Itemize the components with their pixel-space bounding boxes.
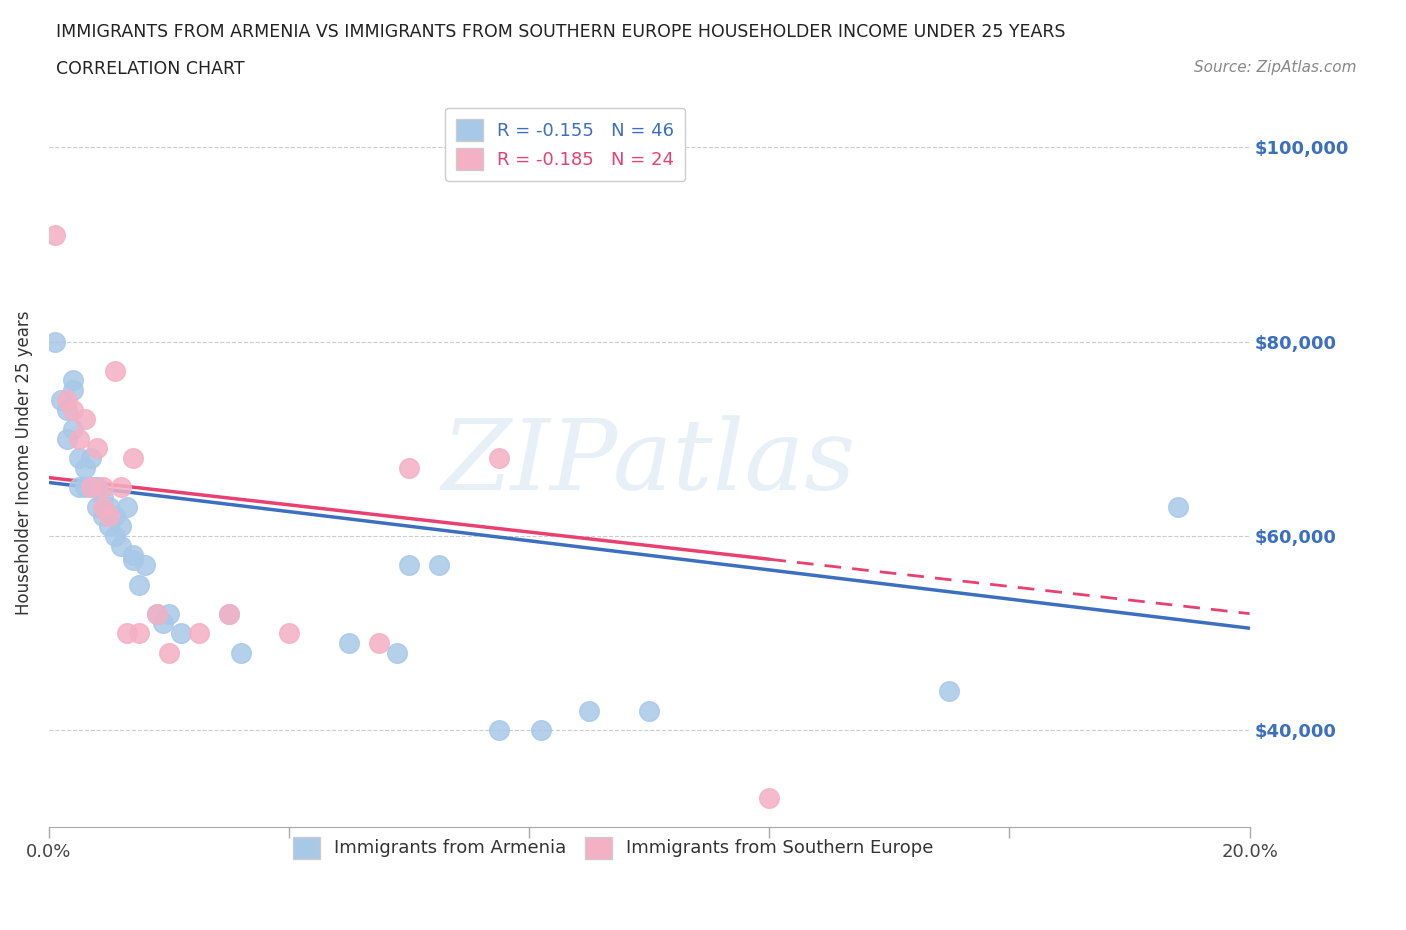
Point: [115, 499, 138, 514]
Point: [146, 606, 169, 621]
Point: [218, 606, 240, 621]
Point: [128, 577, 150, 591]
Point: [98, 519, 121, 534]
Point: [337, 635, 360, 650]
Point: [91, 499, 114, 514]
Point: [578, 703, 600, 718]
Point: [110, 519, 132, 534]
Text: IMMIGRANTS FROM ARMENIA VS IMMIGRANTS FROM SOUTHERN EUROPE HOUSEHOLDER INCOME UN: IMMIGRANTS FROM ARMENIA VS IMMIGRANTS FR…: [56, 23, 1066, 41]
Point: [128, 626, 150, 641]
Point: [91, 480, 114, 495]
Point: [278, 626, 301, 641]
Point: [104, 509, 127, 524]
Point: [91, 489, 114, 504]
Point: [157, 606, 180, 621]
Point: [73, 412, 96, 427]
Point: [488, 723, 510, 737]
Y-axis label: Householder Income Under 25 years: Householder Income Under 25 years: [15, 311, 32, 616]
Point: [62, 402, 84, 417]
Point: [67, 432, 90, 446]
Point: [152, 616, 174, 631]
Point: [80, 451, 103, 466]
Point: [157, 645, 180, 660]
Point: [638, 703, 661, 718]
Point: [134, 558, 156, 573]
Point: [44, 334, 66, 349]
Point: [758, 790, 780, 805]
Point: [110, 480, 132, 495]
Point: [91, 509, 114, 524]
Point: [62, 383, 84, 398]
Point: [398, 460, 420, 475]
Point: [56, 402, 79, 417]
Point: [938, 684, 960, 698]
Point: [67, 451, 90, 466]
Point: [44, 227, 66, 242]
Point: [170, 626, 193, 641]
Point: [86, 441, 108, 456]
Point: [218, 606, 240, 621]
Point: [122, 548, 145, 563]
Point: [368, 635, 391, 650]
Point: [80, 480, 103, 495]
Point: [98, 499, 121, 514]
Point: [398, 558, 420, 573]
Point: [98, 509, 121, 524]
Point: [104, 364, 127, 379]
Point: [115, 626, 138, 641]
Text: Source: ZipAtlas.com: Source: ZipAtlas.com: [1194, 60, 1357, 75]
Point: [56, 392, 79, 407]
Point: [122, 451, 145, 466]
Point: [73, 480, 96, 495]
Point: [56, 432, 79, 446]
Text: ZIPatlas: ZIPatlas: [441, 416, 856, 511]
Point: [385, 645, 408, 660]
Point: [1167, 499, 1189, 514]
Point: [110, 538, 132, 553]
Point: [62, 421, 84, 436]
Legend: Immigrants from Armenia, Immigrants from Southern Europe: Immigrants from Armenia, Immigrants from…: [283, 826, 945, 870]
Point: [73, 460, 96, 475]
Point: [488, 451, 510, 466]
Point: [86, 499, 108, 514]
Point: [104, 528, 127, 543]
Point: [427, 558, 450, 573]
Point: [188, 626, 211, 641]
Point: [86, 480, 108, 495]
Point: [62, 373, 84, 388]
Point: [146, 606, 169, 621]
Text: CORRELATION CHART: CORRELATION CHART: [56, 60, 245, 78]
Point: [67, 480, 90, 495]
Point: [86, 480, 108, 495]
Point: [530, 723, 553, 737]
Point: [80, 480, 103, 495]
Point: [91, 499, 114, 514]
Point: [122, 552, 145, 567]
Point: [49, 392, 72, 407]
Point: [229, 645, 252, 660]
